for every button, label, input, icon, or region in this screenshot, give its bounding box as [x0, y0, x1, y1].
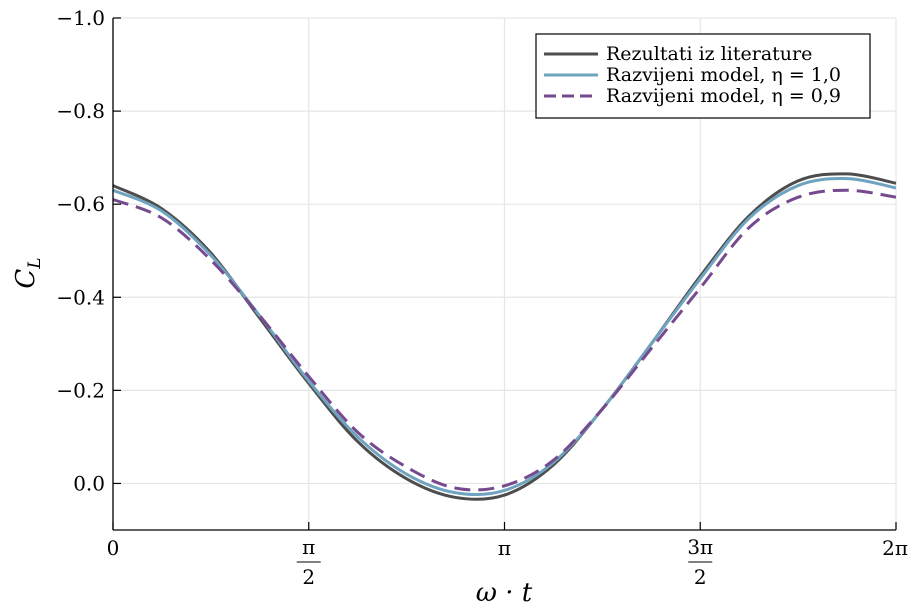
legend-label-3: Razvijeni model, η = 0,9: [606, 85, 841, 107]
y-tick-label: −0.2: [56, 378, 105, 402]
y-axis-label-subscript: L: [25, 257, 45, 269]
y-tick-label: 0.0: [73, 471, 105, 495]
legend-label-2: Razvijeni model, η = 1,0: [606, 64, 841, 86]
x-tick-label-numerator: π: [302, 535, 315, 559]
x-axis-title: ω · t: [476, 578, 533, 603]
legend-label-1: Rezultati iz literature: [606, 43, 812, 65]
y-tick-label: −0.8: [56, 99, 105, 123]
x-tick-label: 2π: [882, 536, 908, 560]
x-tick-label-numerator: 3π: [687, 535, 713, 559]
x-tick-label: π: [498, 536, 511, 560]
series-layer: [112, 172, 897, 501]
y-axis-label: CL: [11, 257, 45, 288]
x-axis-label: ω · t: [476, 578, 533, 603]
x-tick-label: 0: [107, 536, 120, 560]
y-tick-label: −1.0: [56, 6, 105, 30]
axes-layer: [112, 17, 897, 531]
y-tick-label: −0.4: [56, 285, 105, 309]
y-axis-label-main: C: [11, 269, 41, 289]
x-tick-label-denominator: 2: [694, 565, 707, 589]
y-axis-title: CL: [11, 257, 45, 288]
series-line-3: [112, 188, 897, 492]
x-tick-label-denominator: 2: [302, 565, 315, 589]
y-tick-label: −0.6: [56, 192, 105, 216]
